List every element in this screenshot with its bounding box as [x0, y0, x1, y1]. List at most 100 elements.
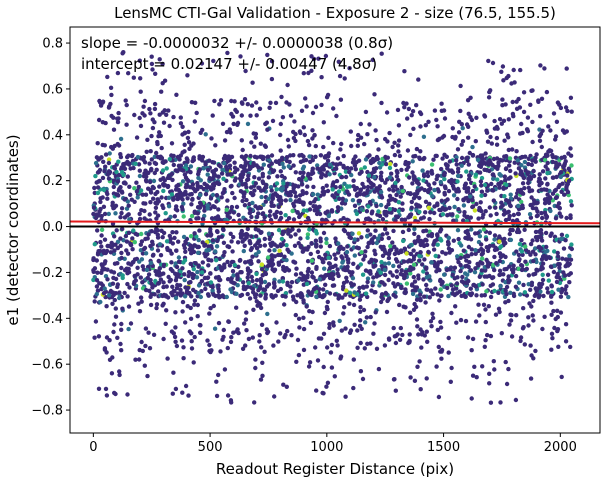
scatter-point: [464, 253, 470, 258]
scatter-point: [319, 174, 324, 179]
scatter-point: [199, 270, 205, 275]
scatter-point: [473, 172, 479, 177]
scatter-point: [519, 163, 524, 168]
scatter-point: [110, 200, 115, 205]
scatter-point: [411, 126, 416, 131]
scatter-point: [126, 212, 131, 217]
scatter-point: [118, 136, 124, 142]
scatter-point: [550, 175, 556, 180]
scatter-point: [210, 238, 216, 243]
scatter-point: [552, 325, 557, 331]
scatter-point: [446, 293, 451, 299]
scatter-point: [269, 76, 275, 82]
scatter-point: [261, 287, 266, 292]
scatter-point: [540, 326, 545, 332]
scatter-point: [491, 198, 496, 203]
scatter-point: [235, 240, 241, 245]
scatter-point: [431, 157, 436, 162]
scatter-point: [494, 211, 499, 217]
scatter-point: [462, 210, 467, 215]
x-tick-label: 500: [198, 440, 223, 455]
scatter-point: [394, 168, 399, 174]
scatter-point: [344, 279, 350, 284]
scatter-point: [310, 192, 316, 197]
scatter-point: [301, 347, 307, 353]
scatter-point: [424, 376, 429, 381]
scatter-point: [388, 270, 393, 275]
scatter-point: [466, 111, 471, 117]
scatter-point: [540, 272, 545, 277]
scatter-point: [427, 216, 432, 222]
scatter-point: [270, 169, 276, 174]
scatter-point: [224, 129, 230, 135]
scatter-point: [340, 295, 345, 300]
scatter-point: [258, 302, 263, 307]
scatter-point: [245, 121, 251, 127]
scatter-point: [181, 214, 186, 219]
scatter-point: [520, 252, 525, 257]
scatter-point: [150, 239, 155, 244]
scatter-point: [280, 161, 285, 166]
scatter-point: [475, 261, 480, 267]
scatter-point: [569, 246, 574, 252]
scatter-point: [148, 179, 153, 185]
scatter-point: [359, 293, 364, 298]
scatter-point: [461, 203, 467, 208]
scatter-point: [428, 289, 434, 294]
scatter-point: [138, 89, 143, 94]
scatter-point: [194, 275, 200, 280]
scatter-point: [231, 210, 236, 215]
scatter-point: [249, 214, 254, 220]
scatter-point: [320, 217, 325, 222]
scatter-point: [369, 259, 374, 264]
scatter-point: [124, 122, 129, 127]
scatter-point: [210, 284, 215, 290]
scatter-point: [163, 211, 168, 216]
scatter-point: [408, 251, 414, 257]
scatter-point: [92, 335, 97, 340]
scatter-point: [146, 330, 151, 335]
scatter-point: [351, 357, 356, 362]
scatter-point: [195, 302, 200, 308]
scatter-point: [119, 170, 125, 175]
scatter-point: [234, 109, 239, 115]
scatter-point: [390, 273, 395, 278]
scatter-point: [408, 375, 413, 380]
x-tick-label: 0: [89, 440, 97, 455]
scatter-point: [557, 265, 562, 270]
scatter-point: [459, 243, 464, 248]
scatter-point: [133, 278, 138, 283]
scatter-point: [258, 205, 264, 211]
scatter-point: [297, 176, 302, 182]
scatter-point: [396, 208, 401, 214]
scatter-point: [479, 193, 484, 198]
scatter-point: [136, 184, 141, 190]
scatter-point: [113, 306, 119, 311]
scatter-point: [260, 360, 265, 365]
chart-title: LensMC CTI-Gal Validation - Exposure 2 -…: [114, 4, 556, 22]
scatter-point: [499, 180, 504, 185]
scatter-point: [291, 163, 296, 168]
scatter-point: [564, 129, 569, 134]
scatter-point: [101, 291, 107, 296]
scatter-point: [95, 141, 100, 146]
scatter-point: [403, 287, 408, 292]
scatter-point: [410, 170, 415, 175]
scatter-point: [109, 144, 114, 150]
scatter-point: [498, 400, 503, 405]
scatter-point: [407, 340, 412, 345]
scatter-point: [418, 298, 423, 303]
scatter-point: [214, 199, 219, 204]
scatter-point: [278, 169, 283, 174]
scatter-point: [232, 169, 238, 175]
scatter-point: [480, 282, 485, 287]
scatter-point: [334, 113, 339, 119]
scatter-point: [204, 188, 209, 193]
scatter-point: [313, 278, 318, 284]
scatter-point: [386, 235, 391, 241]
intercept-annotation: intercept = 0.02147 +/- 0.00447 (4.8σ): [81, 55, 377, 73]
scatter-point: [351, 184, 356, 189]
scatter-point: [470, 204, 475, 210]
scatter-point: [484, 128, 489, 133]
scatter-point: [181, 356, 186, 361]
